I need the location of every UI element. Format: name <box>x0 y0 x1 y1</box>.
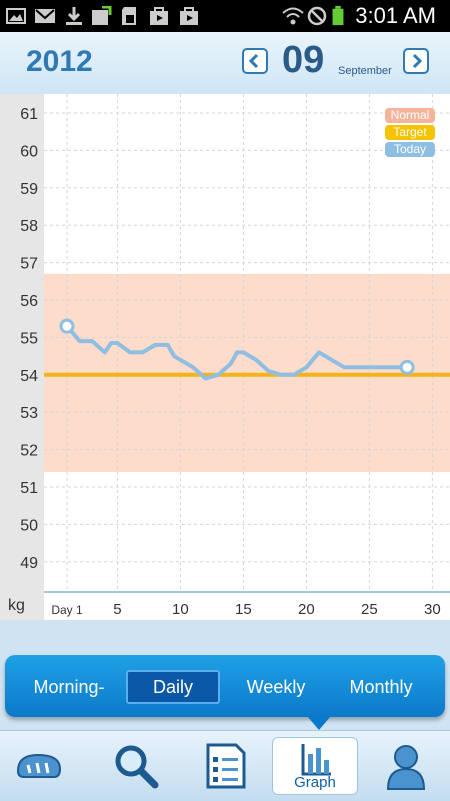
y-axis-panel <box>0 94 44 620</box>
period-morning[interactable]: Morning- <box>33 677 105 697</box>
tab-record[interactable] <box>8 737 72 795</box>
sd-card-icon <box>122 7 136 25</box>
download-icon <box>66 7 82 25</box>
tab-list[interactable] <box>194 737 258 795</box>
x-tick-label: 5 <box>113 601 121 618</box>
period-weekly[interactable]: Weekly <box>246 677 306 697</box>
y-unit-label: kg <box>8 597 25 614</box>
next-month-button[interactable] <box>403 48 429 74</box>
x-tick-label: 30 <box>424 601 441 618</box>
legend-target: Target <box>385 125 435 140</box>
y-tick-label: 59 <box>20 181 38 198</box>
store-icon <box>150 7 168 25</box>
y-tick-label: 58 <box>20 218 38 235</box>
y-tick-label: 49 <box>20 555 38 572</box>
media-icon <box>180 7 198 25</box>
y-tick-label: 60 <box>20 143 38 160</box>
x-tick-label: 20 <box>298 601 315 618</box>
x-tick-label: 25 <box>361 601 378 618</box>
chevron-left-icon <box>248 53 259 69</box>
legend-today: Today <box>385 142 435 157</box>
series-end-point <box>399 359 415 375</box>
period-daily[interactable]: Daily <box>126 670 220 704</box>
tab-bar: Graph <box>0 730 450 801</box>
wifi-icon <box>282 7 304 25</box>
bread-icon <box>16 753 62 778</box>
year-label: 2012 <box>26 45 93 78</box>
checklist-icon <box>206 743 246 789</box>
y-tick-label: 54 <box>20 368 38 385</box>
x-tick-label: 10 <box>172 601 189 618</box>
prev-month-button[interactable] <box>242 48 268 74</box>
battery-icon <box>332 6 344 26</box>
x-tick-label: 15 <box>235 601 252 618</box>
y-tick-label: 55 <box>20 330 38 347</box>
month-number: 09 <box>282 39 325 81</box>
mute-icon <box>307 6 327 26</box>
date-header: 2012 09 September <box>0 32 450 95</box>
bar-chart-icon <box>301 744 331 776</box>
tab-graph-label: Graph <box>294 774 336 791</box>
tab-profile[interactable] <box>374 737 438 795</box>
x-tick-label: Day 1 <box>51 603 83 617</box>
period-selector: Morning- Daily Weekly Monthly <box>5 655 445 717</box>
period-monthly[interactable]: Monthly <box>349 677 413 697</box>
weight-series-line <box>65 324 408 381</box>
gallery-icon <box>6 8 26 24</box>
search-icon <box>115 745 159 789</box>
series-start-point <box>59 318 75 334</box>
y-tick-label: 50 <box>20 517 38 534</box>
y-tick-label: 53 <box>20 405 38 422</box>
y-tick-label: 52 <box>20 443 38 460</box>
gmail-icon <box>35 9 55 23</box>
update-icon <box>92 6 112 25</box>
y-tick-label: 51 <box>20 480 38 497</box>
tab-graph[interactable]: Graph <box>272 737 358 795</box>
month-name: September <box>338 65 392 77</box>
y-tick-label: 61 <box>20 106 38 123</box>
chevron-right-icon <box>412 53 423 69</box>
status-bar: 3:01 AM <box>0 0 450 32</box>
legend-normal: Normal <box>385 108 435 123</box>
weight-chart-svg: 61 60 59 58 57 56 55 54 53 52 51 50 49 kg Day 1 5 10 15 2… <box>0 94 450 620</box>
tab-search[interactable] <box>103 737 167 795</box>
y-tick-label: 57 <box>20 256 38 273</box>
person-icon <box>386 745 426 790</box>
period-pointer <box>307 716 331 730</box>
y-tick-label: 56 <box>20 293 38 310</box>
status-time: 3:01 AM <box>355 3 436 28</box>
weight-chart: 61 60 59 58 57 56 55 54 53 52 51 50 49 kg Day 1 5 10 15 2… <box>0 94 450 620</box>
